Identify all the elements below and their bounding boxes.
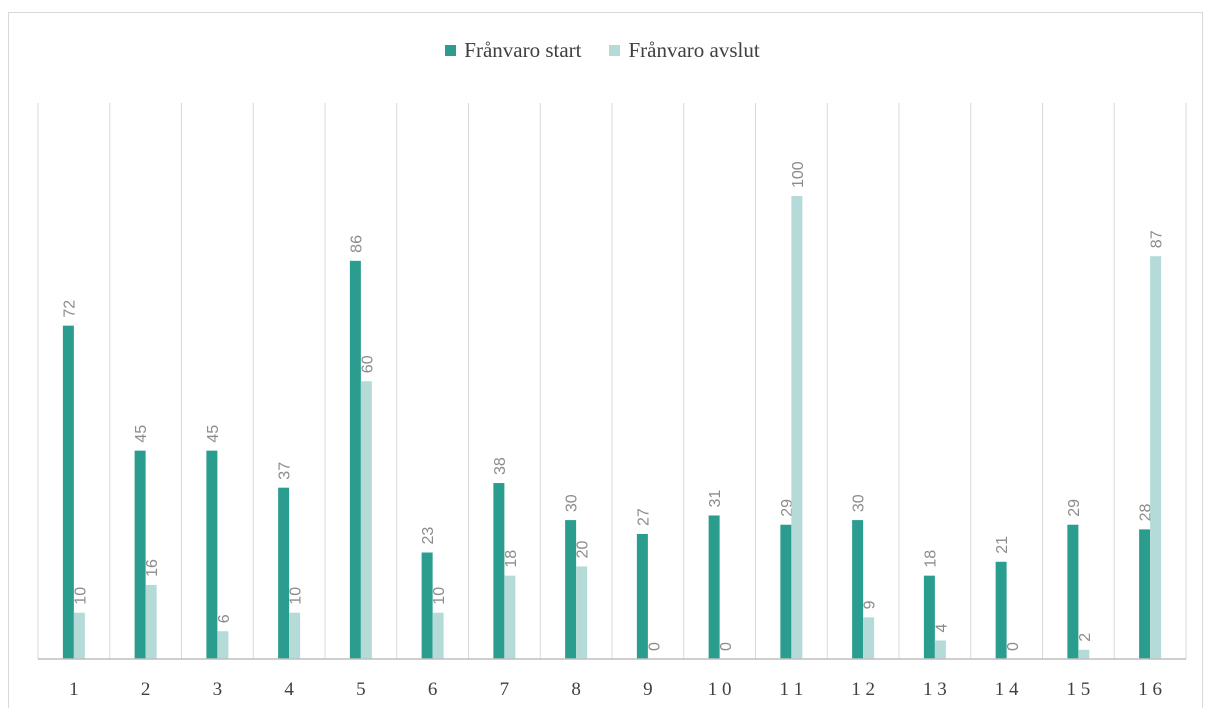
data-label: 0 (1005, 642, 1022, 651)
bar (636, 533, 648, 659)
bar (493, 483, 505, 659)
bar (134, 450, 146, 659)
bar (791, 196, 803, 659)
x-tick-label: 1 0 (708, 679, 732, 700)
data-label: 18 (503, 550, 520, 568)
bar (278, 487, 290, 659)
bar (421, 552, 433, 659)
legend-swatch-start (445, 45, 457, 56)
x-tick-label: 6 (428, 679, 438, 700)
bar (708, 515, 720, 659)
bar (349, 260, 361, 659)
x-tick-label: 8 (571, 679, 581, 700)
x-tick-label: 1 6 (1138, 679, 1162, 700)
data-label: 6 (216, 614, 233, 623)
bar (934, 640, 946, 659)
data-label: 10 (431, 587, 448, 605)
legend-label-avslut: Frånvaro avslut (628, 38, 760, 62)
bar (289, 612, 301, 659)
data-label: 0 (646, 642, 663, 651)
bar (145, 584, 157, 659)
bar (62, 325, 74, 659)
data-label: 21 (994, 536, 1011, 554)
x-tick-label: 1 3 (923, 679, 947, 700)
data-label: 18 (922, 550, 939, 568)
x-tick-label: 1 (69, 679, 79, 700)
data-label: 30 (564, 494, 581, 512)
bar (504, 575, 516, 659)
x-tick-label: 3 (213, 679, 223, 700)
chart-legend: Frånvaro start Frånvaro avslut (0, 38, 1205, 63)
chart-frame (8, 12, 1203, 708)
bar (1139, 529, 1151, 659)
x-tick-label: 1 1 (780, 679, 804, 700)
data-label: 27 (635, 508, 652, 526)
bar (852, 520, 864, 659)
bar (1067, 524, 1079, 659)
data-label: 29 (1066, 499, 1083, 517)
data-label: 37 (277, 462, 294, 480)
bar (863, 617, 875, 659)
data-label: 23 (420, 527, 437, 545)
data-label: 20 (575, 541, 592, 559)
data-label: 87 (1149, 230, 1166, 248)
data-label: 38 (492, 457, 509, 475)
bar (217, 631, 229, 659)
bar (780, 524, 792, 659)
bar (432, 612, 444, 659)
x-tick-label: 1 5 (1067, 679, 1091, 700)
bar (576, 566, 588, 659)
data-label: 16 (144, 559, 161, 577)
data-label: 4 (933, 623, 950, 632)
legend-swatch-avslut (609, 45, 621, 56)
legend-item-start: Frånvaro start (445, 38, 581, 63)
data-label: 60 (359, 355, 376, 373)
data-label: 30 (851, 494, 868, 512)
bar (1078, 649, 1090, 659)
legend-item-avslut: Frånvaro avslut (609, 38, 760, 63)
data-label: 2 (1077, 633, 1094, 642)
bar (565, 520, 577, 659)
data-label: 45 (133, 425, 150, 443)
data-label: 72 (61, 300, 78, 318)
x-tick-label: 5 (356, 679, 366, 700)
data-label: 100 (790, 161, 807, 188)
x-tick-label: 1 4 (995, 679, 1019, 700)
data-label: 0 (718, 642, 735, 651)
bar (923, 575, 935, 659)
data-label: 9 (862, 600, 879, 609)
x-tick-label: 2 (141, 679, 151, 700)
x-tick-label: 4 (284, 679, 294, 700)
x-tick-label: 7 (500, 679, 510, 700)
legend-label-start: Frånvaro start (464, 38, 582, 62)
data-label: 45 (205, 425, 222, 443)
data-label: 31 (707, 490, 724, 508)
data-label: 10 (288, 587, 305, 605)
bar (73, 612, 85, 659)
x-tick-label: 9 (643, 679, 653, 700)
bar (995, 561, 1007, 659)
data-label: 86 (348, 235, 365, 253)
bar (1150, 256, 1162, 659)
bar (206, 450, 218, 659)
x-tick-label: 1 2 (851, 679, 875, 700)
data-label: 10 (72, 587, 89, 605)
bar (360, 381, 372, 659)
